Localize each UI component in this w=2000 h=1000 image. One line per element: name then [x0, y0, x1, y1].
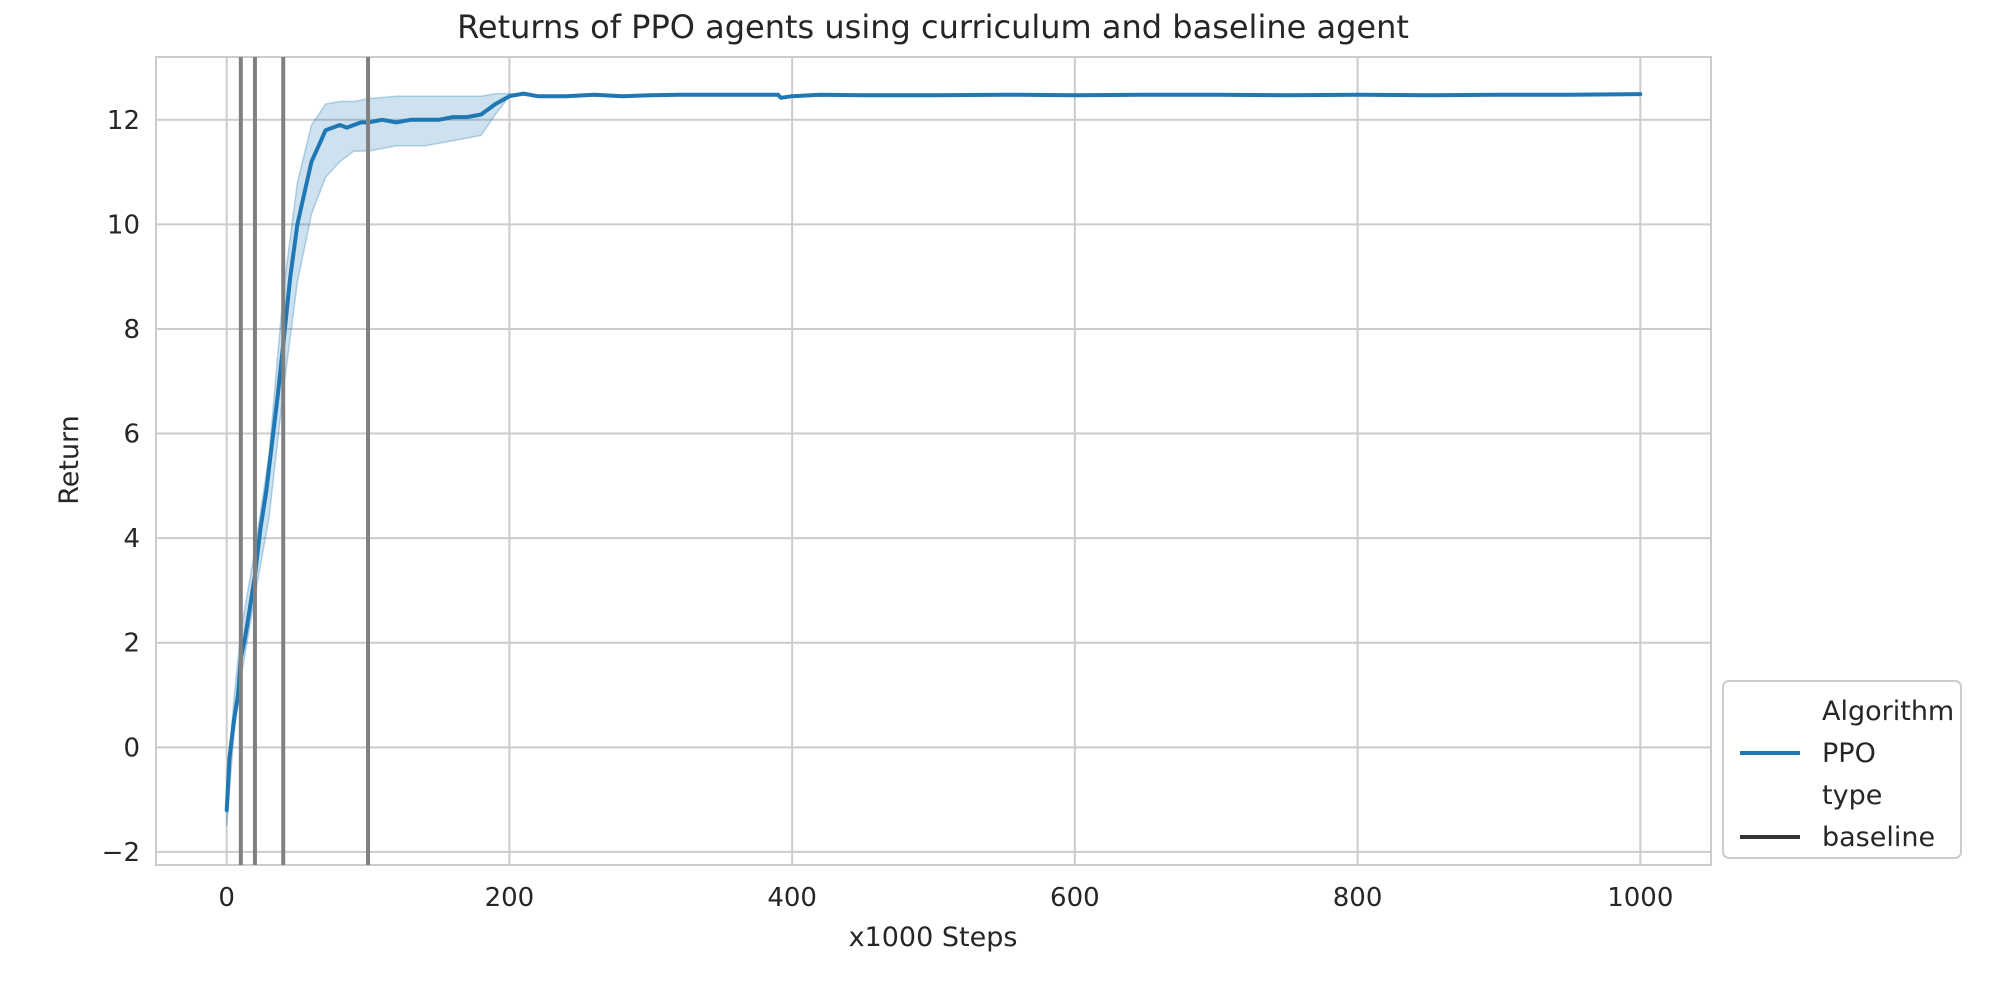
y-tick-label: 8 — [123, 315, 140, 345]
x-tick-label: 400 — [767, 883, 817, 913]
legend-label: Algorithm — [1822, 696, 1954, 727]
legend-label: type — [1822, 780, 1882, 811]
x-axis-label: x1000 Steps — [849, 922, 1018, 953]
y-tick-label: 6 — [123, 420, 140, 450]
y-tick-label: −2 — [102, 838, 140, 868]
y-tick-label: 2 — [123, 629, 140, 659]
y-tick-label: 0 — [123, 733, 140, 763]
x-tick-label: 200 — [485, 883, 535, 913]
legend-label: PPO — [1822, 738, 1876, 769]
curriculum-vertical-lines — [238, 57, 371, 865]
chart-title: Returns of PPO agents using curriculum a… — [457, 8, 1409, 46]
y-axis-label: Return — [54, 415, 85, 505]
plot-frame — [155, 56, 1712, 866]
x-tick-label: 600 — [1050, 883, 1100, 913]
y-tick-label: 10 — [107, 210, 140, 240]
grid-lines — [156, 57, 1711, 865]
series-line-ppo — [224, 91, 1643, 813]
y-tick-label: 12 — [107, 106, 140, 136]
legend-label: baseline — [1822, 822, 1935, 853]
x-tick-label: 800 — [1333, 883, 1383, 913]
y-tick-label: 4 — [123, 524, 140, 554]
x-tick-label: 0 — [218, 883, 235, 913]
x-tick-labels: 0 200 400 600 800 1000 — [218, 883, 1673, 913]
y-tick-labels: −2 0 2 4 6 8 10 12 — [102, 106, 140, 868]
legend-box — [1722, 680, 1962, 859]
legend-entries: Algorithm PPO type baseline — [1740, 696, 1954, 853]
x-tick-label: 1000 — [1607, 883, 1673, 913]
series-lines — [224, 91, 1643, 813]
legend: Algorithm PPO type baseline — [1722, 680, 1962, 859]
